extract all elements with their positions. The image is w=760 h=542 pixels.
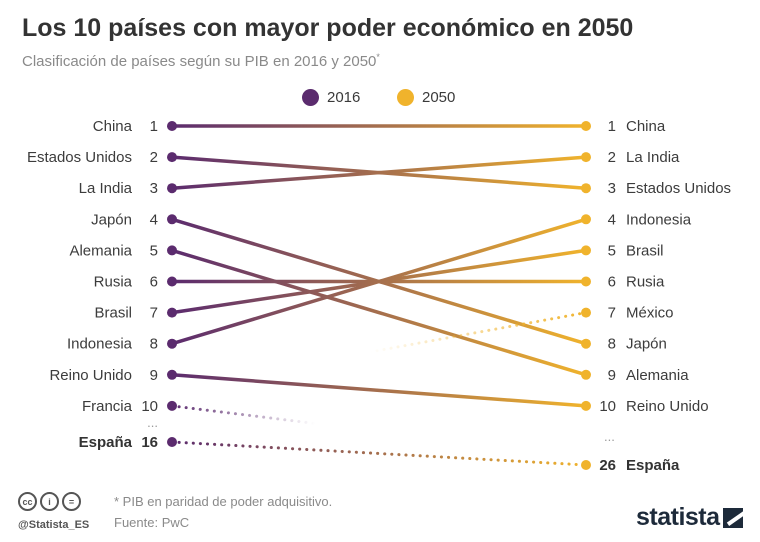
legend-item-2050: 2050 bbox=[397, 86, 455, 108]
connector-la-india bbox=[170, 155, 588, 190]
dot-2050-espana bbox=[581, 460, 591, 470]
statista-logo-icon bbox=[722, 507, 743, 528]
left-rank-indonesia: 8 bbox=[150, 336, 158, 353]
right-country-rusia: Rusia bbox=[626, 274, 665, 291]
subtitle-text: Clasificación de países según su PIB en … bbox=[22, 53, 377, 70]
left-rank-reino-unido: 9 bbox=[150, 367, 158, 384]
dot-2016-china bbox=[167, 121, 177, 131]
right-rank-la-india: 2 bbox=[608, 149, 616, 166]
right-country-la-india: La India bbox=[626, 149, 680, 166]
connector-alemania bbox=[170, 248, 588, 377]
left-rank-la-india: 3 bbox=[150, 180, 158, 197]
dot-2050-indonesia bbox=[581, 214, 591, 225]
right-country-reino-unido: Reino Unido bbox=[626, 398, 709, 415]
dot-2050-reino-unido bbox=[581, 400, 591, 411]
connector-mexico bbox=[368, 311, 588, 354]
legend-label-2050: 2050 bbox=[422, 88, 456, 106]
right-rank-japon: 8 bbox=[608, 336, 616, 353]
left-country-la-india: La India bbox=[79, 180, 133, 197]
dot-2050-china bbox=[581, 121, 591, 131]
dot-2016-rusia bbox=[167, 276, 177, 287]
left-rank-estados-unidos: 2 bbox=[150, 149, 158, 166]
connector-francia bbox=[170, 404, 317, 425]
brand-name: statista bbox=[636, 503, 720, 531]
legend-item-2016: 2016 bbox=[302, 86, 360, 108]
right-country-mexico: México bbox=[626, 305, 674, 322]
dot-2016-alemania bbox=[167, 245, 177, 256]
dot-2050-brasil bbox=[581, 245, 591, 256]
connector-espana bbox=[170, 440, 588, 467]
dot-2016-indonesia bbox=[167, 338, 177, 349]
right-country-brasil: Brasil bbox=[626, 242, 664, 259]
right-rank-estados-unidos: 3 bbox=[608, 180, 616, 197]
right-ellipsis: ... bbox=[604, 429, 615, 444]
left-country-china: China bbox=[93, 118, 133, 135]
right-rank-mexico: 7 bbox=[608, 305, 616, 322]
left-country-brasil: Brasil bbox=[94, 305, 132, 322]
cc-icon[interactable]: cc bbox=[18, 492, 37, 511]
left-rank-francia: 10 bbox=[141, 398, 158, 415]
dot-2050-japon bbox=[581, 338, 591, 349]
dot-2016-espana bbox=[167, 437, 177, 447]
left-country-espana: España bbox=[79, 434, 133, 451]
dot-2050-alemania bbox=[581, 369, 591, 380]
left-rank-japon: 4 bbox=[150, 211, 158, 228]
dot-2016-reino-unido bbox=[167, 369, 177, 380]
right-rank-espana: 26 bbox=[599, 457, 616, 474]
footnote: * PIB en paridad de poder adquisitivo. bbox=[114, 494, 333, 509]
social-handle[interactable]: @Statista_ES bbox=[18, 519, 90, 531]
right-rank-reino-unido: 10 bbox=[599, 398, 616, 415]
left-rank-brasil: 7 bbox=[150, 305, 158, 322]
connector-reino-unido bbox=[170, 373, 588, 408]
connector-indonesia bbox=[170, 217, 588, 346]
dot-2016-la-india bbox=[167, 183, 177, 194]
left-country-japon: Japón bbox=[91, 211, 132, 228]
right-country-japon: Japón bbox=[626, 336, 667, 353]
right-country-indonesia: Indonesia bbox=[626, 211, 692, 228]
right-rank-alemania: 9 bbox=[608, 367, 616, 384]
chart-title: Los 10 países con mayor poder económico … bbox=[22, 14, 634, 42]
left-rank-china: 1 bbox=[150, 118, 158, 135]
chart-subtitle: Clasificación de países según su PIB en … bbox=[22, 52, 380, 70]
left-country-alemania: Alemania bbox=[69, 242, 132, 259]
right-rank-rusia: 6 bbox=[608, 274, 616, 291]
legend-label-2016: 2016 bbox=[327, 88, 361, 106]
left-rank-rusia: 6 bbox=[150, 274, 158, 291]
dot-2050-rusia bbox=[581, 276, 591, 287]
left-country-estados-unidos: Estados Unidos bbox=[27, 149, 132, 166]
dot-2016-francia bbox=[167, 400, 177, 411]
dot-2050-mexico bbox=[581, 307, 591, 318]
slope-chart: China 1 Estados Unidos 2 La India 3 Japón 4 Alem… bbox=[27, 118, 731, 474]
attribution-icon[interactable]: i bbox=[40, 492, 59, 511]
source-note: Fuente: PwC bbox=[114, 515, 190, 530]
dot-2016-japon bbox=[167, 214, 177, 225]
left-country-reino-unido: Reino Unido bbox=[49, 367, 132, 384]
left-rank-espana: 16 bbox=[141, 434, 158, 451]
right-rank-china: 1 bbox=[608, 118, 616, 135]
creative-commons-icons: cc i = bbox=[18, 492, 84, 511]
legend-dot-2050 bbox=[397, 88, 414, 106]
dot-2016-brasil bbox=[167, 307, 177, 318]
left-rank-alemania: 5 bbox=[150, 242, 158, 259]
statista-logo[interactable]: statista bbox=[636, 503, 743, 532]
dot-2050-estados-unidos bbox=[581, 183, 591, 194]
subtitle-footnote-mark: * bbox=[376, 52, 380, 62]
right-country-china: China bbox=[626, 118, 666, 135]
no-derivatives-icon[interactable]: = bbox=[62, 492, 81, 511]
left-country-francia: Francia bbox=[82, 398, 133, 415]
left-country-rusia: Rusia bbox=[94, 274, 133, 291]
right-rank-indonesia: 4 bbox=[608, 211, 616, 228]
right-country-espana: España bbox=[626, 457, 680, 474]
legend-dot-2016 bbox=[302, 88, 319, 106]
left-ellipsis: ... bbox=[147, 415, 158, 430]
right-country-estados-unidos: Estados Unidos bbox=[626, 180, 731, 197]
dot-2016-estados-unidos bbox=[167, 152, 177, 163]
right-country-alemania: Alemania bbox=[626, 367, 689, 384]
right-rank-brasil: 5 bbox=[608, 242, 616, 259]
dot-2050-la-india bbox=[581, 152, 591, 163]
left-country-indonesia: Indonesia bbox=[67, 336, 133, 353]
